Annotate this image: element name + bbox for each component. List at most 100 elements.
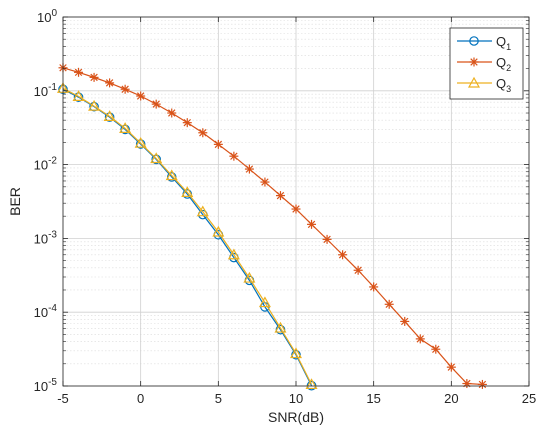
series-line <box>62 67 483 386</box>
data-point <box>104 112 115 122</box>
data-point <box>446 362 456 372</box>
star-stroke <box>432 345 440 353</box>
star-stroke <box>354 266 362 274</box>
data-point <box>213 139 223 149</box>
data-point <box>384 299 394 309</box>
star-stroke <box>105 79 114 87</box>
x-tick-label: -5 <box>57 391 69 406</box>
data-point <box>289 347 303 359</box>
y-tick-label: 10-1 <box>34 82 58 99</box>
x-tick-label: 15 <box>366 391 380 406</box>
star-stroke <box>292 205 300 213</box>
data-point <box>462 379 472 389</box>
data-point <box>103 110 116 121</box>
legend-entry: Q2 <box>457 55 511 73</box>
data-point <box>134 136 147 148</box>
star-stroke <box>245 165 254 173</box>
data-point <box>105 78 115 88</box>
y-tick-label: 10-3 <box>34 229 58 246</box>
star-stroke <box>338 251 347 259</box>
data-point <box>400 316 410 326</box>
data-point <box>151 154 161 165</box>
data-point <box>182 118 192 128</box>
data-point <box>119 122 132 133</box>
data-point <box>291 349 301 360</box>
star-stroke <box>416 335 424 343</box>
star-stroke <box>230 152 238 160</box>
data-point <box>415 334 425 344</box>
data-point <box>181 186 194 198</box>
star-stroke <box>401 317 409 326</box>
x-tick-labels: -5 0 5 10 15 20 25 <box>57 391 536 406</box>
legend-box <box>449 27 524 100</box>
legend-entry: Q1 <box>457 34 511 52</box>
data-point <box>275 191 285 201</box>
data-point <box>150 152 163 164</box>
data-point <box>307 219 317 229</box>
data-point <box>322 234 332 244</box>
star-stroke <box>152 100 160 108</box>
star-stroke <box>323 235 331 244</box>
ticks <box>62 16 530 387</box>
data-point <box>212 225 225 237</box>
data-point <box>74 67 84 77</box>
star-stroke <box>121 85 129 93</box>
data-point <box>338 250 348 260</box>
data-point <box>305 378 318 390</box>
x-tick-label: 5 <box>215 391 222 406</box>
y-tick-label: 10-4 <box>34 303 58 320</box>
data-point <box>291 204 301 214</box>
data-point <box>120 84 130 94</box>
data-point <box>167 108 177 118</box>
data-point <box>72 90 85 101</box>
star-stroke <box>74 68 83 77</box>
legend: Q1 Q2 Q3 <box>449 27 524 100</box>
star-stroke <box>369 283 378 291</box>
x-tick-label: 10 <box>289 391 303 406</box>
data-point <box>258 296 271 308</box>
x-tick-label: 25 <box>522 391 536 406</box>
data-point <box>196 205 209 217</box>
y-tick-label: 100 <box>37 8 57 25</box>
data-point <box>136 91 146 101</box>
x-axis-title: SNR(dB) <box>268 409 324 425</box>
data-point <box>229 151 239 161</box>
legend-entry: Q3 <box>457 76 511 94</box>
data-point <box>353 265 363 275</box>
series-3 <box>56 82 318 390</box>
x-tick-label: 20 <box>444 391 458 406</box>
data-point <box>260 177 270 187</box>
data-point <box>369 282 379 292</box>
series-line <box>62 87 313 385</box>
y-tick-label: 10-2 <box>34 156 58 173</box>
star-stroke <box>385 300 393 309</box>
legend-marker <box>467 76 481 88</box>
legend-label: Q3 <box>496 76 511 94</box>
y-tick-label: 10-5 <box>34 377 58 394</box>
star-stroke <box>478 380 487 389</box>
star-stroke <box>307 220 316 229</box>
data-point <box>477 379 487 389</box>
star-stroke <box>136 92 145 100</box>
data-point <box>89 72 99 82</box>
legend-label: Q1 <box>496 34 511 52</box>
star-stroke <box>447 363 456 371</box>
star-stroke <box>470 58 478 66</box>
data-point <box>73 92 84 102</box>
legend-label: Q2 <box>496 55 511 73</box>
star-stroke <box>168 109 176 117</box>
data-point <box>165 169 178 181</box>
y-tick-labels: 10-5 10-4 10-3 10-2 10-1 100 <box>34 8 58 394</box>
legend-marker <box>469 57 479 67</box>
data-point <box>244 164 254 174</box>
data-point <box>135 139 146 149</box>
series-2 <box>58 63 487 389</box>
x-tick-label: 0 <box>137 391 144 406</box>
data-point <box>431 344 441 354</box>
data-point <box>243 271 256 283</box>
data-point <box>227 248 240 260</box>
data-point <box>88 99 101 111</box>
star-stroke <box>276 191 285 200</box>
data-point <box>120 124 130 135</box>
